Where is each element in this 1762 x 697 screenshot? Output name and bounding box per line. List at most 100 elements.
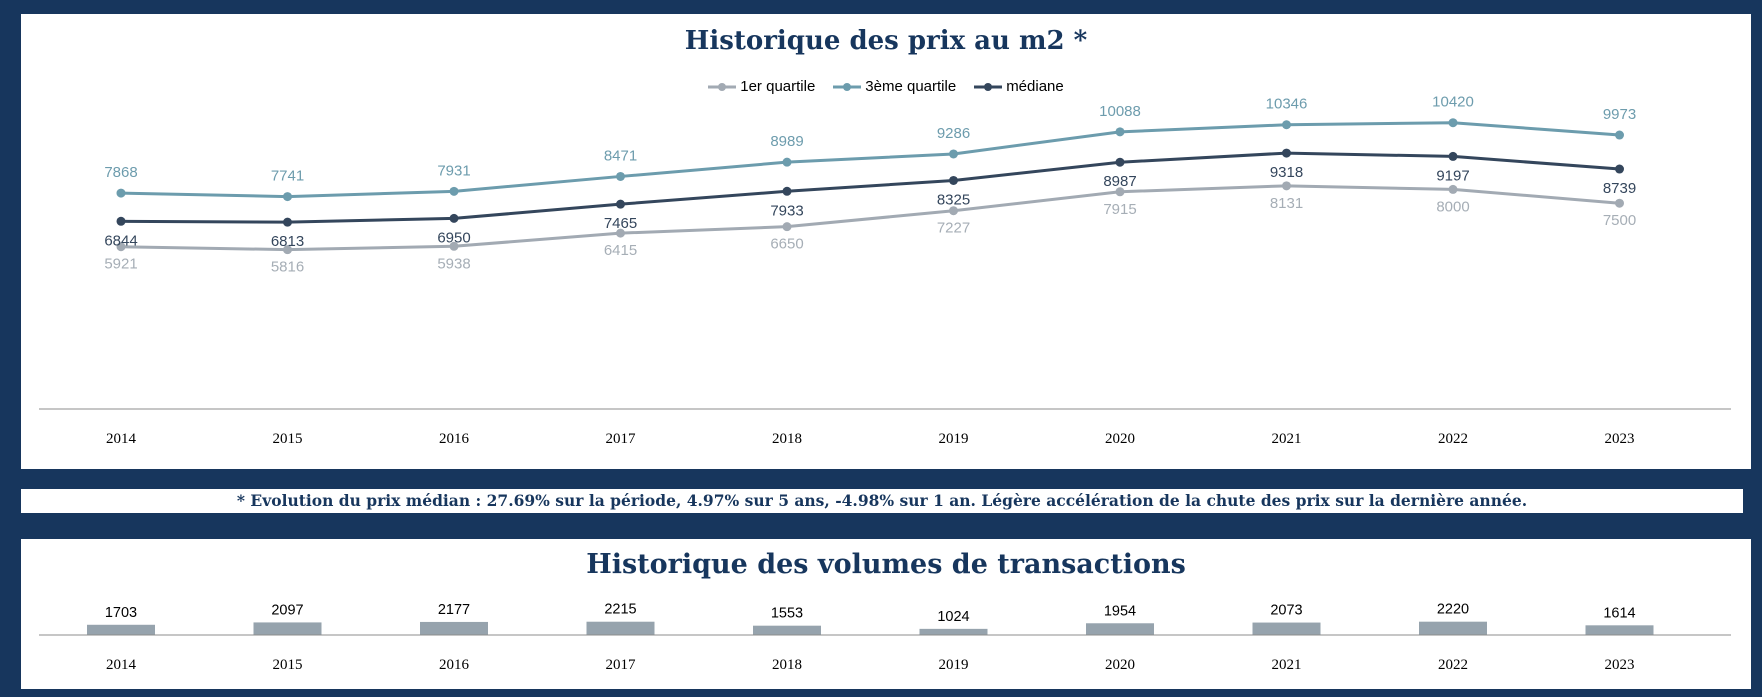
data-label-q3: 10420 (1432, 94, 1474, 111)
data-label-q1: 7915 (1103, 201, 1136, 218)
data-point-median (1615, 164, 1624, 174)
data-label-q1: 6650 (770, 236, 803, 253)
data-label-q1: 5921 (104, 256, 137, 273)
x-tick-label: 2023 (1605, 431, 1635, 447)
data-point-q1 (616, 228, 625, 238)
data-label-median: 8739 (1603, 180, 1636, 197)
volume-x-tick-label: 2015 (273, 657, 303, 673)
data-label-q3: 7868 (104, 164, 137, 181)
data-label-q1: 6415 (604, 242, 637, 259)
data-label-q3: 7931 (437, 162, 470, 179)
data-point-q3 (1615, 130, 1624, 140)
data-label-q3: 9973 (1603, 106, 1636, 123)
legend-label-q3: 3ème quartile (865, 78, 957, 95)
data-point-median (449, 213, 459, 223)
x-tick-label: 2020 (1105, 431, 1135, 447)
series-line-q1 (120, 184, 1620, 252)
volume-bar (586, 621, 655, 635)
x-tick-label: 2014 (106, 431, 137, 447)
volume-data-label: 2220 (1437, 602, 1469, 618)
data-label-median: 9197 (1436, 167, 1469, 184)
data-point-q1 (1282, 181, 1291, 191)
data-label-q1: 7500 (1603, 212, 1636, 229)
data-label-q1: 8131 (1270, 195, 1303, 212)
price-line-chart: 5921 5816 5938 6415 6650 7227 7915 8131 8000 7500… (39, 94, 1731, 447)
volume-chart-panel: Historique des volumes de transactions 1… (21, 539, 1751, 689)
volume-x-tick-label: 2022 (1438, 657, 1468, 673)
data-point-q1 (116, 242, 126, 252)
legend-item-median: médiane (974, 78, 1064, 95)
volume-x-tick-label: 2017 (606, 657, 637, 673)
volume-data-label: 1703 (105, 605, 137, 621)
data-point-q1 (449, 241, 459, 251)
volume-data-label: 2073 (1270, 603, 1302, 619)
volume-data-label: 1614 (1603, 605, 1635, 621)
legend-label-median: médiane (1006, 78, 1064, 95)
volume-x-tick-label: 2019 (939, 657, 969, 673)
data-label-q3: 10088 (1099, 103, 1141, 120)
data-label-q3: 7741 (271, 168, 304, 185)
series-line-median (120, 151, 1620, 224)
volume-data-label: 1553 (771, 606, 803, 622)
data-point-q1 (1115, 187, 1125, 197)
data-point-q1 (782, 222, 792, 232)
x-tick-label: 2021 (1272, 431, 1302, 447)
data-label-q3: 9286 (937, 125, 970, 142)
volume-bar (753, 625, 821, 635)
volume-x-tick-label: 2014 (106, 657, 137, 673)
volume-x-tick-label: 2023 (1605, 657, 1635, 673)
x-tick-label: 2015 (273, 431, 303, 447)
data-label-q3: 8471 (604, 147, 637, 164)
volume-bar-chart: 1703 2097 2177 2215 1553 1024 1954 2073 2220 1614… (39, 602, 1731, 673)
data-point-q1 (949, 206, 958, 216)
data-point-median (1115, 157, 1125, 167)
legend-label-q1: 1er quartile (740, 78, 816, 95)
data-label-q1: 8000 (1436, 198, 1469, 215)
data-point-median (949, 175, 958, 185)
data-label-q3: 8989 (770, 133, 803, 150)
data-point-q3 (1282, 120, 1291, 130)
price-chart-legend: 1er quartile 3ème quartile médiane (21, 78, 1751, 95)
data-point-q3 (949, 149, 958, 159)
x-tick-label: 2022 (1438, 431, 1468, 447)
volume-chart-title: Historique des volumes de transactions (586, 549, 1186, 580)
data-point-q3 (1448, 118, 1458, 128)
data-point-median (1282, 148, 1291, 158)
data-label-median: 8987 (1103, 173, 1136, 190)
volume-data-label: 2177 (438, 602, 470, 618)
data-point-median (116, 216, 126, 226)
data-point-q3 (616, 171, 625, 181)
data-label-median: 6844 (104, 232, 137, 249)
series-line-q3 (120, 121, 1620, 199)
data-point-q1 (1448, 184, 1458, 194)
volume-bar (1419, 621, 1487, 635)
data-label-q1: 5816 (271, 259, 304, 276)
legend-marker-q1 (708, 82, 737, 91)
x-tick-label: 2016 (439, 431, 470, 447)
legend-item-q1: 1er quartile (708, 78, 815, 95)
data-label-median: 7933 (770, 202, 803, 219)
data-point-q3 (116, 188, 126, 198)
data-point-median (782, 186, 792, 196)
volume-bar (1585, 625, 1654, 635)
data-point-q1 (283, 245, 292, 255)
volume-bar (919, 628, 988, 635)
legend-item-q3: 3ème quartile (833, 78, 956, 95)
x-tick-label: 2019 (939, 431, 969, 447)
volume-data-label: 1024 (937, 609, 969, 625)
data-label-q1: 7227 (937, 220, 970, 237)
data-label-median: 7465 (604, 215, 637, 232)
data-label-q1: 5938 (437, 255, 470, 272)
volume-data-label: 1954 (1104, 603, 1136, 619)
volume-bar (87, 624, 155, 635)
price-chart-title: Historique des prix au m2 * (684, 26, 1088, 56)
data-point-median (283, 217, 292, 227)
note-panel: * Evolution du prix médian : 27.69% sur … (21, 489, 1743, 513)
volume-x-tick-label: 2018 (772, 657, 802, 673)
volume-x-tick-label: 2020 (1105, 657, 1135, 673)
data-label-median: 6950 (437, 229, 470, 246)
data-label-median: 6813 (271, 233, 304, 250)
x-tick-label: 2018 (772, 431, 802, 447)
volume-bar (253, 622, 322, 635)
price-evolution-note: * Evolution du prix médian : 27.69% sur … (236, 491, 1528, 510)
